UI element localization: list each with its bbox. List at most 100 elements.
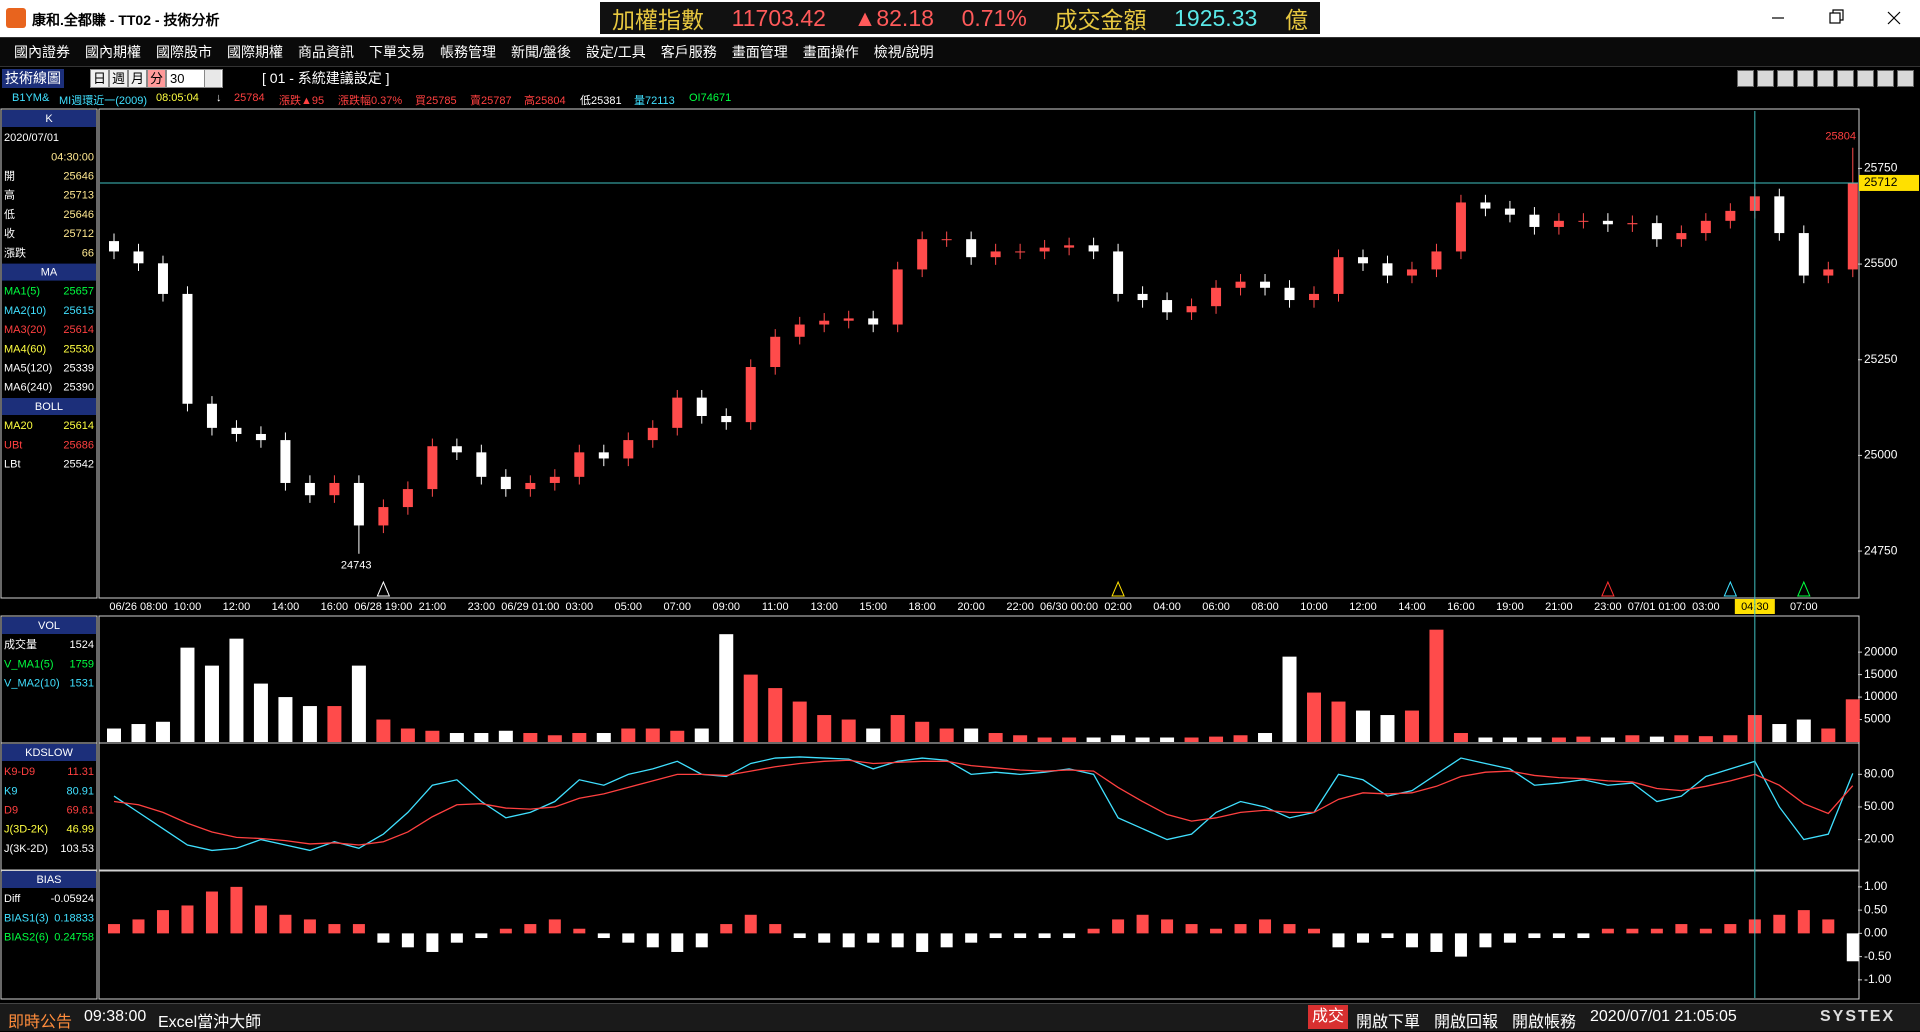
tool-icon[interactable]: [1877, 70, 1894, 87]
signal-marker: [1723, 580, 1738, 597]
tool-icon[interactable]: [1797, 70, 1814, 87]
row-value: 25390: [63, 382, 94, 394]
volume-bar: [1649, 736, 1664, 742]
title-bar: 康和.全都賺 - TT02 - 技術分析 加權指數 11703.42 ▲82.18 0…: [0, 0, 1920, 37]
menu-item[interactable]: 帳務管理: [440, 44, 496, 60]
row-value: 25339: [63, 363, 94, 375]
select-arrow[interactable]: [204, 70, 221, 87]
candle-body: [1406, 269, 1417, 276]
restore[interactable]: [1829, 12, 1841, 24]
bias-bar: [377, 933, 390, 943]
tool-icon[interactable]: [1837, 70, 1854, 87]
row-label: MA2(10): [4, 305, 46, 317]
close[interactable]: [1887, 11, 1901, 25]
volume-bar: [1551, 737, 1566, 742]
bias-bar: [1822, 919, 1835, 934]
status-button[interactable]: 開啟回報: [1434, 1014, 1499, 1031]
notice-label[interactable]: 即時公告: [8, 1014, 73, 1031]
volume-bar: [302, 706, 317, 742]
quote-field: 高25804: [524, 95, 566, 107]
tool-icon[interactable]: [1817, 70, 1834, 87]
volume-bar: [1527, 737, 1542, 742]
menu-bar: 國內證券 國內期權 國際股市 國際期權 商品資訊 下單交易 帳務管理 新聞/盤後 設定/工具 客戶…: [0, 37, 1920, 67]
candle-body: [1798, 233, 1809, 276]
row-value: 80.91: [66, 785, 94, 797]
tool-icon[interactable]: [1737, 70, 1754, 87]
candle-body: [451, 446, 462, 453]
volume-bar: [694, 728, 709, 742]
bias-bar: [1161, 919, 1174, 934]
menu-item[interactable]: 檢視/說明: [873, 44, 934, 60]
menu-item[interactable]: 畫面管理: [731, 44, 788, 60]
status-button[interactable]: 成交: [1308, 1005, 1349, 1029]
x-tick-label: 20:00: [957, 601, 985, 613]
volume-bar: [939, 728, 954, 742]
bias-bar: [646, 933, 659, 948]
x-tick-label: 23:00: [1594, 601, 1622, 613]
status-button[interactable]: 開啟帳務: [1512, 1014, 1577, 1031]
candle-body: [647, 427, 658, 441]
menu-item[interactable]: 客戶服務: [660, 44, 717, 60]
quote-field: ↓: [216, 92, 222, 104]
bias-bar: [328, 924, 341, 934]
volume-bar: [253, 683, 268, 742]
volume-bar: [1674, 735, 1689, 742]
signal-marker: [1601, 580, 1615, 597]
menu-item[interactable]: 設定/工具: [585, 44, 646, 60]
candle-body: [1186, 306, 1197, 313]
quote-info: B1YM& MI週環近一(2009) 08:05:04 ↓ 25784 漲跌▲95 漲跌幅0…: [0, 89, 1920, 107]
volume-bar: [621, 728, 636, 742]
menu-item[interactable]: 國際股市: [156, 44, 212, 60]
menu-item[interactable]: 下單交易: [369, 44, 425, 60]
x-tick-label: 06/28 19:00: [354, 601, 412, 613]
volume-bar: [1111, 735, 1126, 742]
section-title: BIAS: [36, 874, 61, 886]
x-tick-label: 14:00: [272, 601, 300, 613]
y-tick-label: 15000: [1864, 667, 1898, 681]
period-button[interactable]: 週: [109, 69, 129, 88]
quote-field: 漲跌幅0.37%: [338, 95, 403, 107]
y-tick-label: 25250: [1864, 352, 1898, 366]
x-tick-label: 12:00: [1349, 601, 1377, 613]
volume-bar: [1502, 737, 1517, 742]
y-tick-label: 0.00: [1864, 926, 1888, 940]
menu-item[interactable]: 商品資訊: [298, 44, 354, 60]
section-title: MA: [41, 267, 58, 279]
candle-body: [941, 239, 952, 241]
bias-bar: [1087, 928, 1100, 934]
period-button[interactable]: 月: [128, 69, 148, 88]
volume-bar: [792, 701, 807, 742]
bias-bar: [205, 891, 218, 934]
tool-icon[interactable]: [1897, 70, 1914, 87]
bias-bar: [1063, 933, 1076, 939]
volume-bar: [155, 721, 170, 742]
app-icon: [6, 8, 26, 28]
period-button[interactable]: 日: [90, 69, 110, 88]
period-button[interactable]: 分: [147, 69, 167, 88]
high-label: 25804: [1825, 131, 1856, 143]
menu-item[interactable]: 國內期權: [85, 44, 141, 60]
row-value: 46.99: [66, 824, 94, 836]
setting-label[interactable]: [ 01 - 系統建議設定 ]: [262, 70, 390, 86]
ticker-item: 1925.33: [1174, 4, 1258, 31]
volume-bar: [1772, 724, 1787, 742]
index-ticker: 加權指數 11703.42 ▲82.18 0.71% 成交金額 1925.33 億: [600, 2, 1320, 34]
candle-body: [1578, 220, 1589, 222]
row-label: J(3K-2D): [4, 843, 48, 855]
tool-icon[interactable]: [1857, 70, 1874, 87]
bias-bar: [279, 914, 292, 934]
menu-item[interactable]: 畫面操作: [802, 44, 859, 60]
side-frame: [0, 108, 98, 599]
volume-bar: [645, 728, 660, 742]
tool-icon[interactable]: [1757, 70, 1774, 87]
candle-body: [1039, 247, 1050, 252]
menu-item[interactable]: 國內證券: [14, 44, 70, 60]
row-label: 成交量: [4, 637, 37, 651]
pane-frame: [98, 108, 1860, 599]
volume-bar: [327, 706, 342, 742]
status-button[interactable]: 開啟下單: [1356, 1014, 1421, 1031]
menu-item[interactable]: 新聞/盤後: [511, 44, 571, 60]
candle-body: [1480, 202, 1491, 209]
menu-item[interactable]: 國際期權: [227, 44, 283, 60]
tool-icon[interactable]: [1777, 70, 1794, 87]
